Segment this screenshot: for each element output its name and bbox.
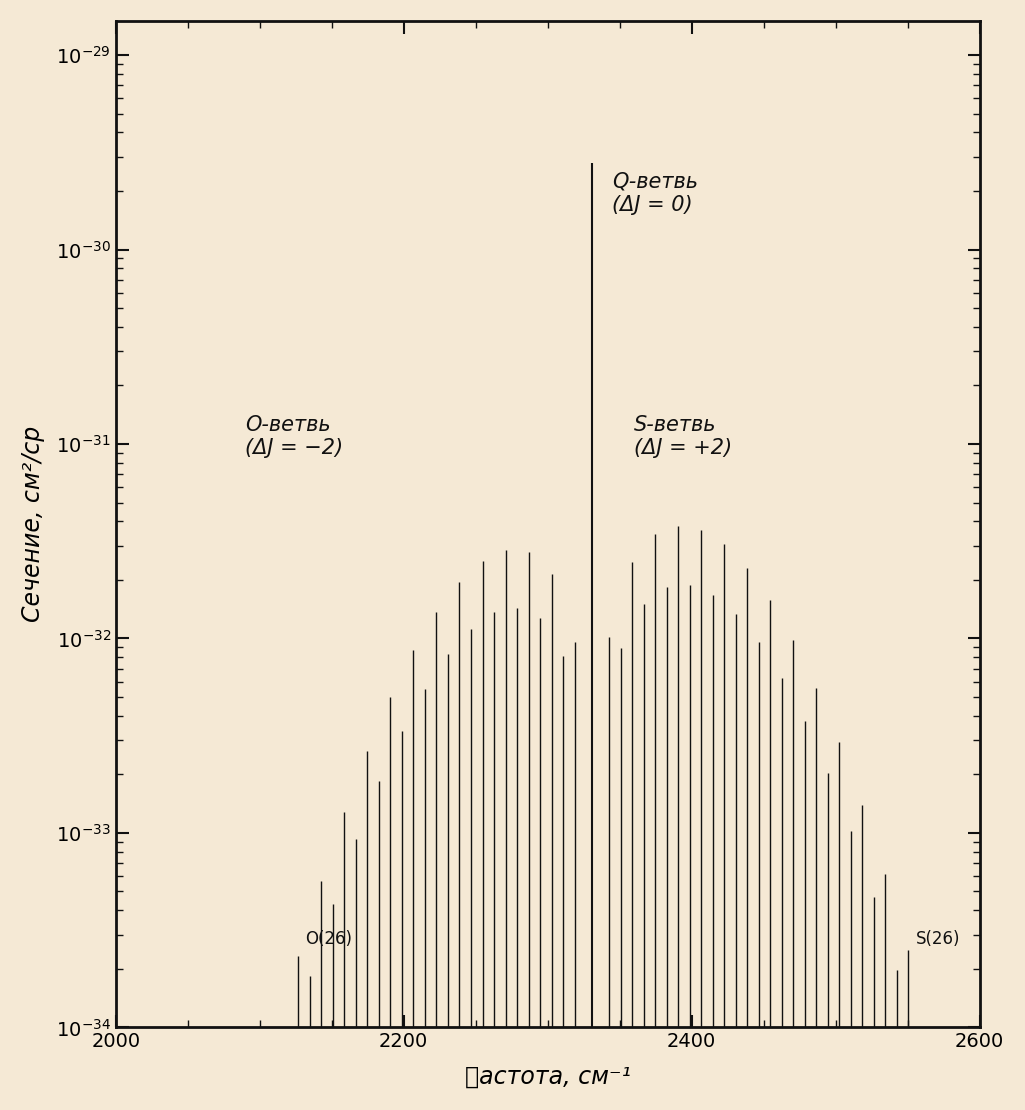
Text: O(26): O(26) xyxy=(305,930,353,948)
X-axis label: 䉺астота, см⁻¹: 䉺астота, см⁻¹ xyxy=(464,1066,630,1089)
Text: O-ветвь
(ΔJ = −2): O-ветвь (ΔJ = −2) xyxy=(245,415,343,458)
Text: Q-ветвь
(ΔJ = 0): Q-ветвь (ΔJ = 0) xyxy=(612,172,698,215)
Y-axis label: Сечение, см²/ср: Сечение, см²/ср xyxy=(20,426,45,623)
Text: S-ветвь
(ΔJ = +2): S-ветвь (ΔJ = +2) xyxy=(634,415,732,458)
Text: S(26): S(26) xyxy=(915,930,960,948)
